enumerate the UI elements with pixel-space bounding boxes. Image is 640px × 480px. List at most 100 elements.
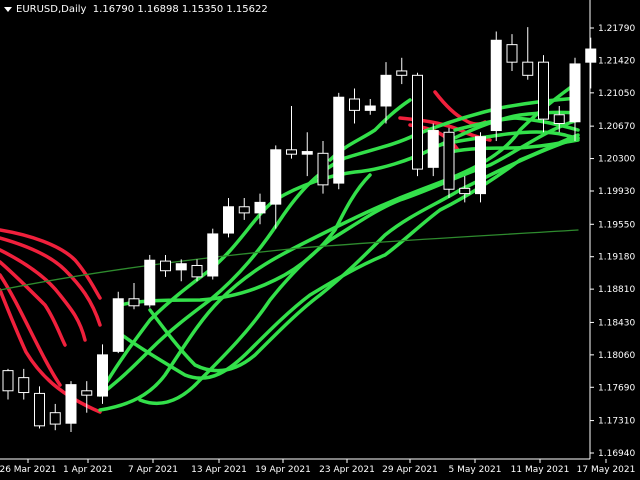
candle [97,344,108,404]
candle [270,145,282,229]
candle [490,31,502,142]
candle-body-bear [191,264,203,278]
price-tick-label: 1.18430 [598,318,635,328]
time-tick-label: 29 Apr 2021 [382,465,438,475]
time-tick-label: 13 Apr 2021 [191,465,247,475]
candle-body-bear [443,131,455,190]
candle [412,72,423,177]
price-tick-label: 1.20300 [598,155,635,165]
candle-body-bull [223,206,234,234]
candle-body-bull [144,259,156,306]
candle [191,259,203,282]
price-tick-label: 1.18060 [598,351,635,361]
candle-body-bull [427,130,439,168]
candle-body-bear [18,377,30,394]
price-tick-label: 1.19180 [598,253,635,263]
candle-body-bear [553,114,565,125]
time-tick-label: 17 May 2021 [577,465,636,475]
time-tick-label: 5 May 2021 [449,465,502,475]
time-tick-label: 1 Apr 2021 [63,465,113,475]
candle-body-bear [2,370,14,392]
time-tick-label: 19 Apr 2021 [255,465,311,475]
candle [380,62,392,124]
candle-body-bull [333,96,345,184]
price-tick-label: 1.17690 [598,383,635,393]
candle [286,105,297,159]
chart-header: EURUSD,Daily 1.16790 1.16898 1.15350 1.1… [4,4,268,15]
candle [18,368,30,400]
candle [364,98,376,115]
candle [223,198,234,238]
candle-body-bear [34,392,45,427]
ma-ribbon-indicator [0,80,580,414]
candles [2,27,597,432]
candle-body-bull [207,233,219,277]
candle [81,381,93,413]
candle-body-bear [81,390,93,396]
time-tick-label: 26 Mar 2021 [0,465,57,475]
candle [49,403,61,431]
candle [427,123,439,177]
time-tick-label: 23 Apr 2021 [319,465,375,475]
candle [207,228,219,280]
candle [254,193,266,225]
candle [569,57,581,142]
candle-body-bull [475,136,486,195]
candle-body-bull [490,39,502,132]
candle [128,283,140,310]
price-tick-label: 1.21050 [598,89,635,99]
candle [65,381,77,432]
price-axis-labels: 1.21790 1.21420 1.21050 1.20670 1.20300 1.199… [590,24,635,459]
candle [317,141,329,194]
candle [333,92,345,190]
candle-body-bull [380,74,392,107]
candle [2,368,14,400]
candle [34,386,45,429]
candle-body-bear [128,298,140,307]
candle-body-bull [65,384,77,424]
price-tick-label: 1.17310 [598,417,635,427]
candle [459,176,471,203]
candle [112,291,124,354]
candle-body-bull [254,201,266,214]
candle [522,27,534,80]
time-tick-label: 7 Apr 2021 [128,465,178,475]
candle [538,55,549,133]
candle [553,105,565,133]
candle-body-bear [522,61,534,76]
candle [506,34,518,71]
candle [443,127,455,198]
candle [301,132,313,177]
candle [349,88,360,124]
candle-body-bear [538,61,549,120]
candle-body-bull [97,354,108,397]
price-tick-label: 1.19930 [598,187,635,197]
candle-body-bull [569,63,581,123]
candle-body-bear [396,70,408,76]
price-tick-label: 1.16940 [598,449,635,459]
candle-body-bear [412,74,423,170]
candle [475,132,486,203]
candle-body-bear [349,98,360,111]
candle [396,57,408,85]
candle-body-bull [585,48,597,63]
candle [238,198,250,220]
candle [160,254,171,277]
candle-body-bear [317,152,329,186]
time-tick-label: 11 May 2021 [511,465,570,475]
candle-body-bear [160,260,171,272]
dropdown-triangle-icon[interactable] [4,6,12,12]
symbol-label: EURUSD,Daily [16,4,87,15]
candle-body-bull [175,263,187,271]
price-tick-label: 1.20670 [598,122,635,132]
candle-body-bear [49,412,61,425]
price-tick-label: 1.18810 [598,285,635,295]
candle [585,37,597,89]
candle [175,259,187,282]
price-tick-label: 1.21790 [598,24,635,34]
candle-body-bull [364,105,376,111]
candle-body-bull [301,151,313,155]
candle-body-bear [286,149,297,155]
price-tick-label: 1.19550 [598,220,635,230]
